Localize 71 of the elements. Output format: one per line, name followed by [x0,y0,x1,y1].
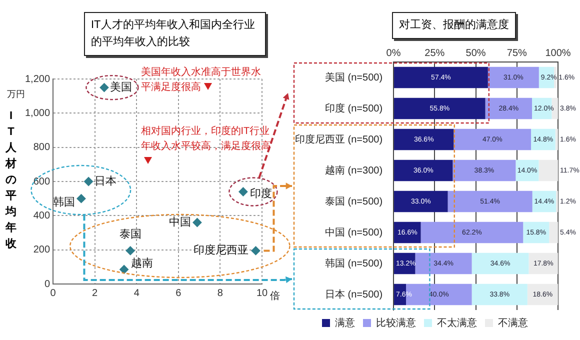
point [84,177,94,186]
annotation: 泰国 [119,228,142,241]
annotation: 美国年收入水准高于世界水平满足度很高 [140,66,261,93]
annotation: 美国 [110,80,132,94]
chart-title: 对工资、报酬的满意度 [392,12,516,39]
legend-label: 满意 [335,316,355,329]
bar [394,128,454,150]
point [192,218,202,227]
x-tick-label: 50% [466,48,486,59]
bar [555,128,558,150]
annotation: 越南 [131,256,154,270]
y-tick-label: 韩国 (n=500) [324,257,383,270]
x-axis-title: 倍 [270,290,280,302]
bar [516,160,539,182]
bar [394,66,488,88]
legend-label: 比较满意 [376,316,416,329]
y-tick-label: 0 [44,278,50,290]
bar [538,160,558,182]
bar [394,160,453,182]
bar [485,98,532,120]
bar [527,284,558,306]
bar [472,284,528,306]
y-tick-label: 1,000 [24,108,50,119]
bar [452,160,516,182]
bar [552,98,558,120]
bar [394,98,486,120]
x-tick-label: 6 [176,288,182,299]
annotation: 日本 [94,174,117,188]
point [76,194,86,204]
bar [394,190,448,212]
y-tick-label: 印度尼西亚 (n=500) [294,133,383,146]
y-tick-label: 200 [33,244,50,256]
bar [420,222,524,244]
point [251,246,260,256]
text: IT人材の平均年收 [6,110,16,250]
y-tick-label: 400 [33,210,50,222]
y-tick-label: 中国 (n=500) [324,226,383,238]
legend-label: 不满意 [498,316,528,329]
y-tick-label: 1,200 [24,74,50,85]
x-tick-label: 8 [217,288,224,299]
y-tick-label: 美国 (n=500) [324,71,383,84]
y-tick-label: 越南 (n=300) [324,164,383,176]
y-tick-label: 印度 (n=500) [324,102,383,114]
text: 万円 [7,89,26,100]
point [120,264,129,274]
bar [415,252,472,274]
point [238,187,248,196]
annotation: 印度 [250,186,272,200]
annotation: 印度尼西亚 [194,244,249,257]
bar [448,190,532,212]
y-tick-label: 600 [33,176,50,188]
x-tick-label: 2 [92,288,98,299]
bar [454,128,532,150]
bar [472,252,529,274]
y-tick-label: 泰国 (n=500) [324,196,383,208]
y-tick-label: 日本 (n=500) [324,288,383,300]
chart-title: IT人才的平均年收入和国内全行业的平均年收入的比较 [84,12,266,56]
x-tick-label: 10 [256,288,268,299]
annotation: 中国 [169,216,192,229]
x-tick-label: 25% [424,48,445,59]
y-tick-label: 800 [33,142,50,154]
point [100,83,109,92]
bar [549,222,558,244]
legend-label: 不太满意 [437,316,477,329]
x-tick-label: 4 [134,288,140,299]
bar [528,252,558,274]
x-tick-label: 0% [386,48,401,59]
x-tick-label: 100% [545,48,571,59]
point [126,246,135,256]
bar [488,66,539,88]
x-tick-label: 75% [506,48,527,59]
